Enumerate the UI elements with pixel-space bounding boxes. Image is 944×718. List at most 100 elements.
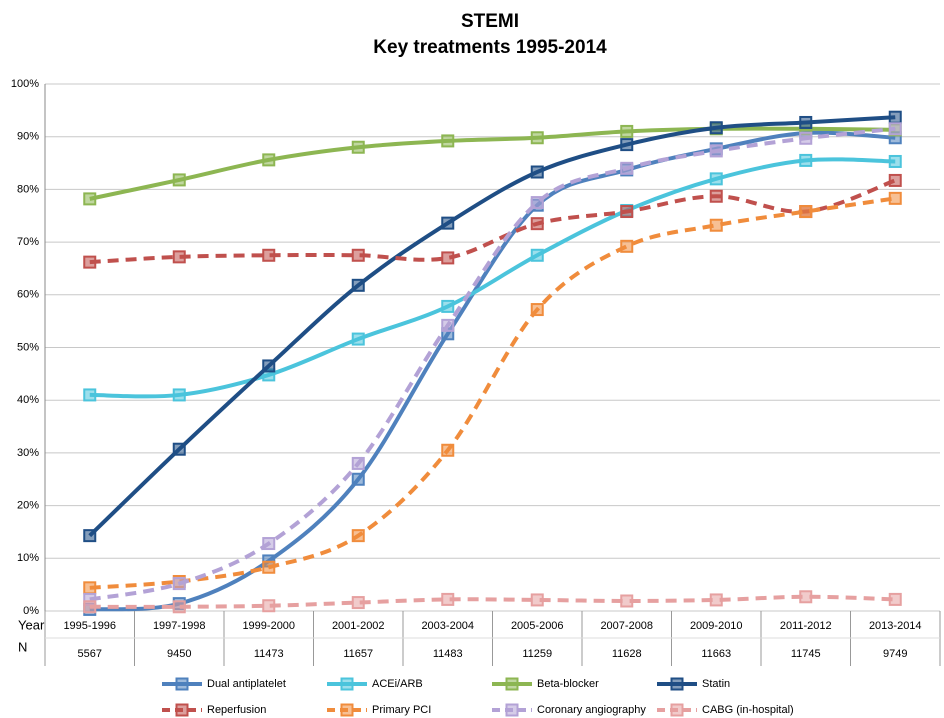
x-tick-label: 2013-2014 [869,620,922,632]
marker [709,189,723,203]
marker [505,677,519,691]
marker [888,122,902,136]
y-tick-label: 90% [17,131,39,143]
marker [83,529,97,543]
marker [530,131,544,145]
marker [351,140,365,154]
marker [172,442,186,456]
marker [83,192,97,206]
legend-label: CABG (in-hospital) [702,704,794,716]
marker [441,251,455,265]
marker [172,173,186,187]
n-value: 9749 [883,648,907,660]
legend-label: Reperfusion [207,704,266,716]
n-value: 11663 [701,648,731,660]
marker [441,216,455,230]
series-line [89,130,896,612]
series-line [89,126,896,201]
marker [262,248,276,262]
marker [83,388,97,402]
marker [670,703,684,717]
marker [441,299,455,313]
marker [530,303,544,317]
marker [888,592,902,606]
marker [262,359,276,373]
marker [799,590,813,604]
series-line [89,126,896,602]
n-value: 9450 [167,648,191,660]
marker [441,592,455,606]
n-value: 5567 [78,648,102,660]
marker [888,173,902,187]
x-tick-label: 1999-2000 [242,620,295,632]
marker [530,593,544,607]
x-tick-label: 2001-2002 [332,620,385,632]
series-line [89,178,896,265]
x-tick-label: 2009-2010 [690,620,743,632]
marker [172,388,186,402]
y-tick-label: 80% [17,183,39,195]
marker [351,596,365,610]
marker [799,115,813,129]
marker [262,599,276,613]
x-tick-label: 2003-2004 [421,620,474,632]
marker [799,153,813,167]
y-tick-label: 50% [17,341,39,353]
marker [888,191,902,205]
legend-label: ACEi/ARB [372,678,423,690]
marker [441,134,455,148]
marker [441,443,455,457]
marker [709,121,723,135]
n-value: 11259 [522,648,552,660]
marker [351,529,365,543]
chart-subtitle: Key treatments 1995-2014 [373,37,607,58]
marker [175,677,189,691]
n-value: 11473 [254,648,284,660]
n-value: 11628 [612,648,642,660]
marker [505,703,519,717]
row-label: Year [18,617,45,632]
marker [530,165,544,179]
marker [888,110,902,124]
marker [351,278,365,292]
marker [351,248,365,262]
marker [620,124,634,138]
y-tick-label: 60% [17,289,39,301]
marker [709,144,723,158]
marker [530,217,544,231]
marker [351,472,365,486]
marker [709,593,723,607]
y-tick-label: 100% [11,78,39,90]
marker [175,703,189,717]
marker [172,577,186,591]
n-value: 11483 [433,648,463,660]
marker [83,255,97,269]
series-line [89,157,896,399]
marker [83,581,97,595]
x-tick-label: 1995-1996 [63,620,116,632]
marker [172,250,186,264]
n-value: 11657 [343,648,373,660]
series-line [88,115,896,538]
x-tick-label: 2007-2008 [600,620,653,632]
y-tick-label: 30% [17,447,39,459]
marker [620,138,634,152]
marker [83,600,97,614]
y-tick-label: 70% [17,236,39,248]
x-tick-label: 2005-2006 [511,620,564,632]
n-value: 11745 [791,648,821,660]
marker [441,318,455,332]
marker [709,172,723,186]
marker [262,560,276,574]
marker [620,205,634,219]
series-line [89,594,896,609]
legend-label: Dual antiplatelet [207,678,286,690]
marker [888,154,902,168]
series-line [89,196,896,590]
marker [340,703,354,717]
marker [709,218,723,232]
row-label: N [18,639,27,654]
marker [262,537,276,551]
legend-label: Statin [702,678,730,690]
